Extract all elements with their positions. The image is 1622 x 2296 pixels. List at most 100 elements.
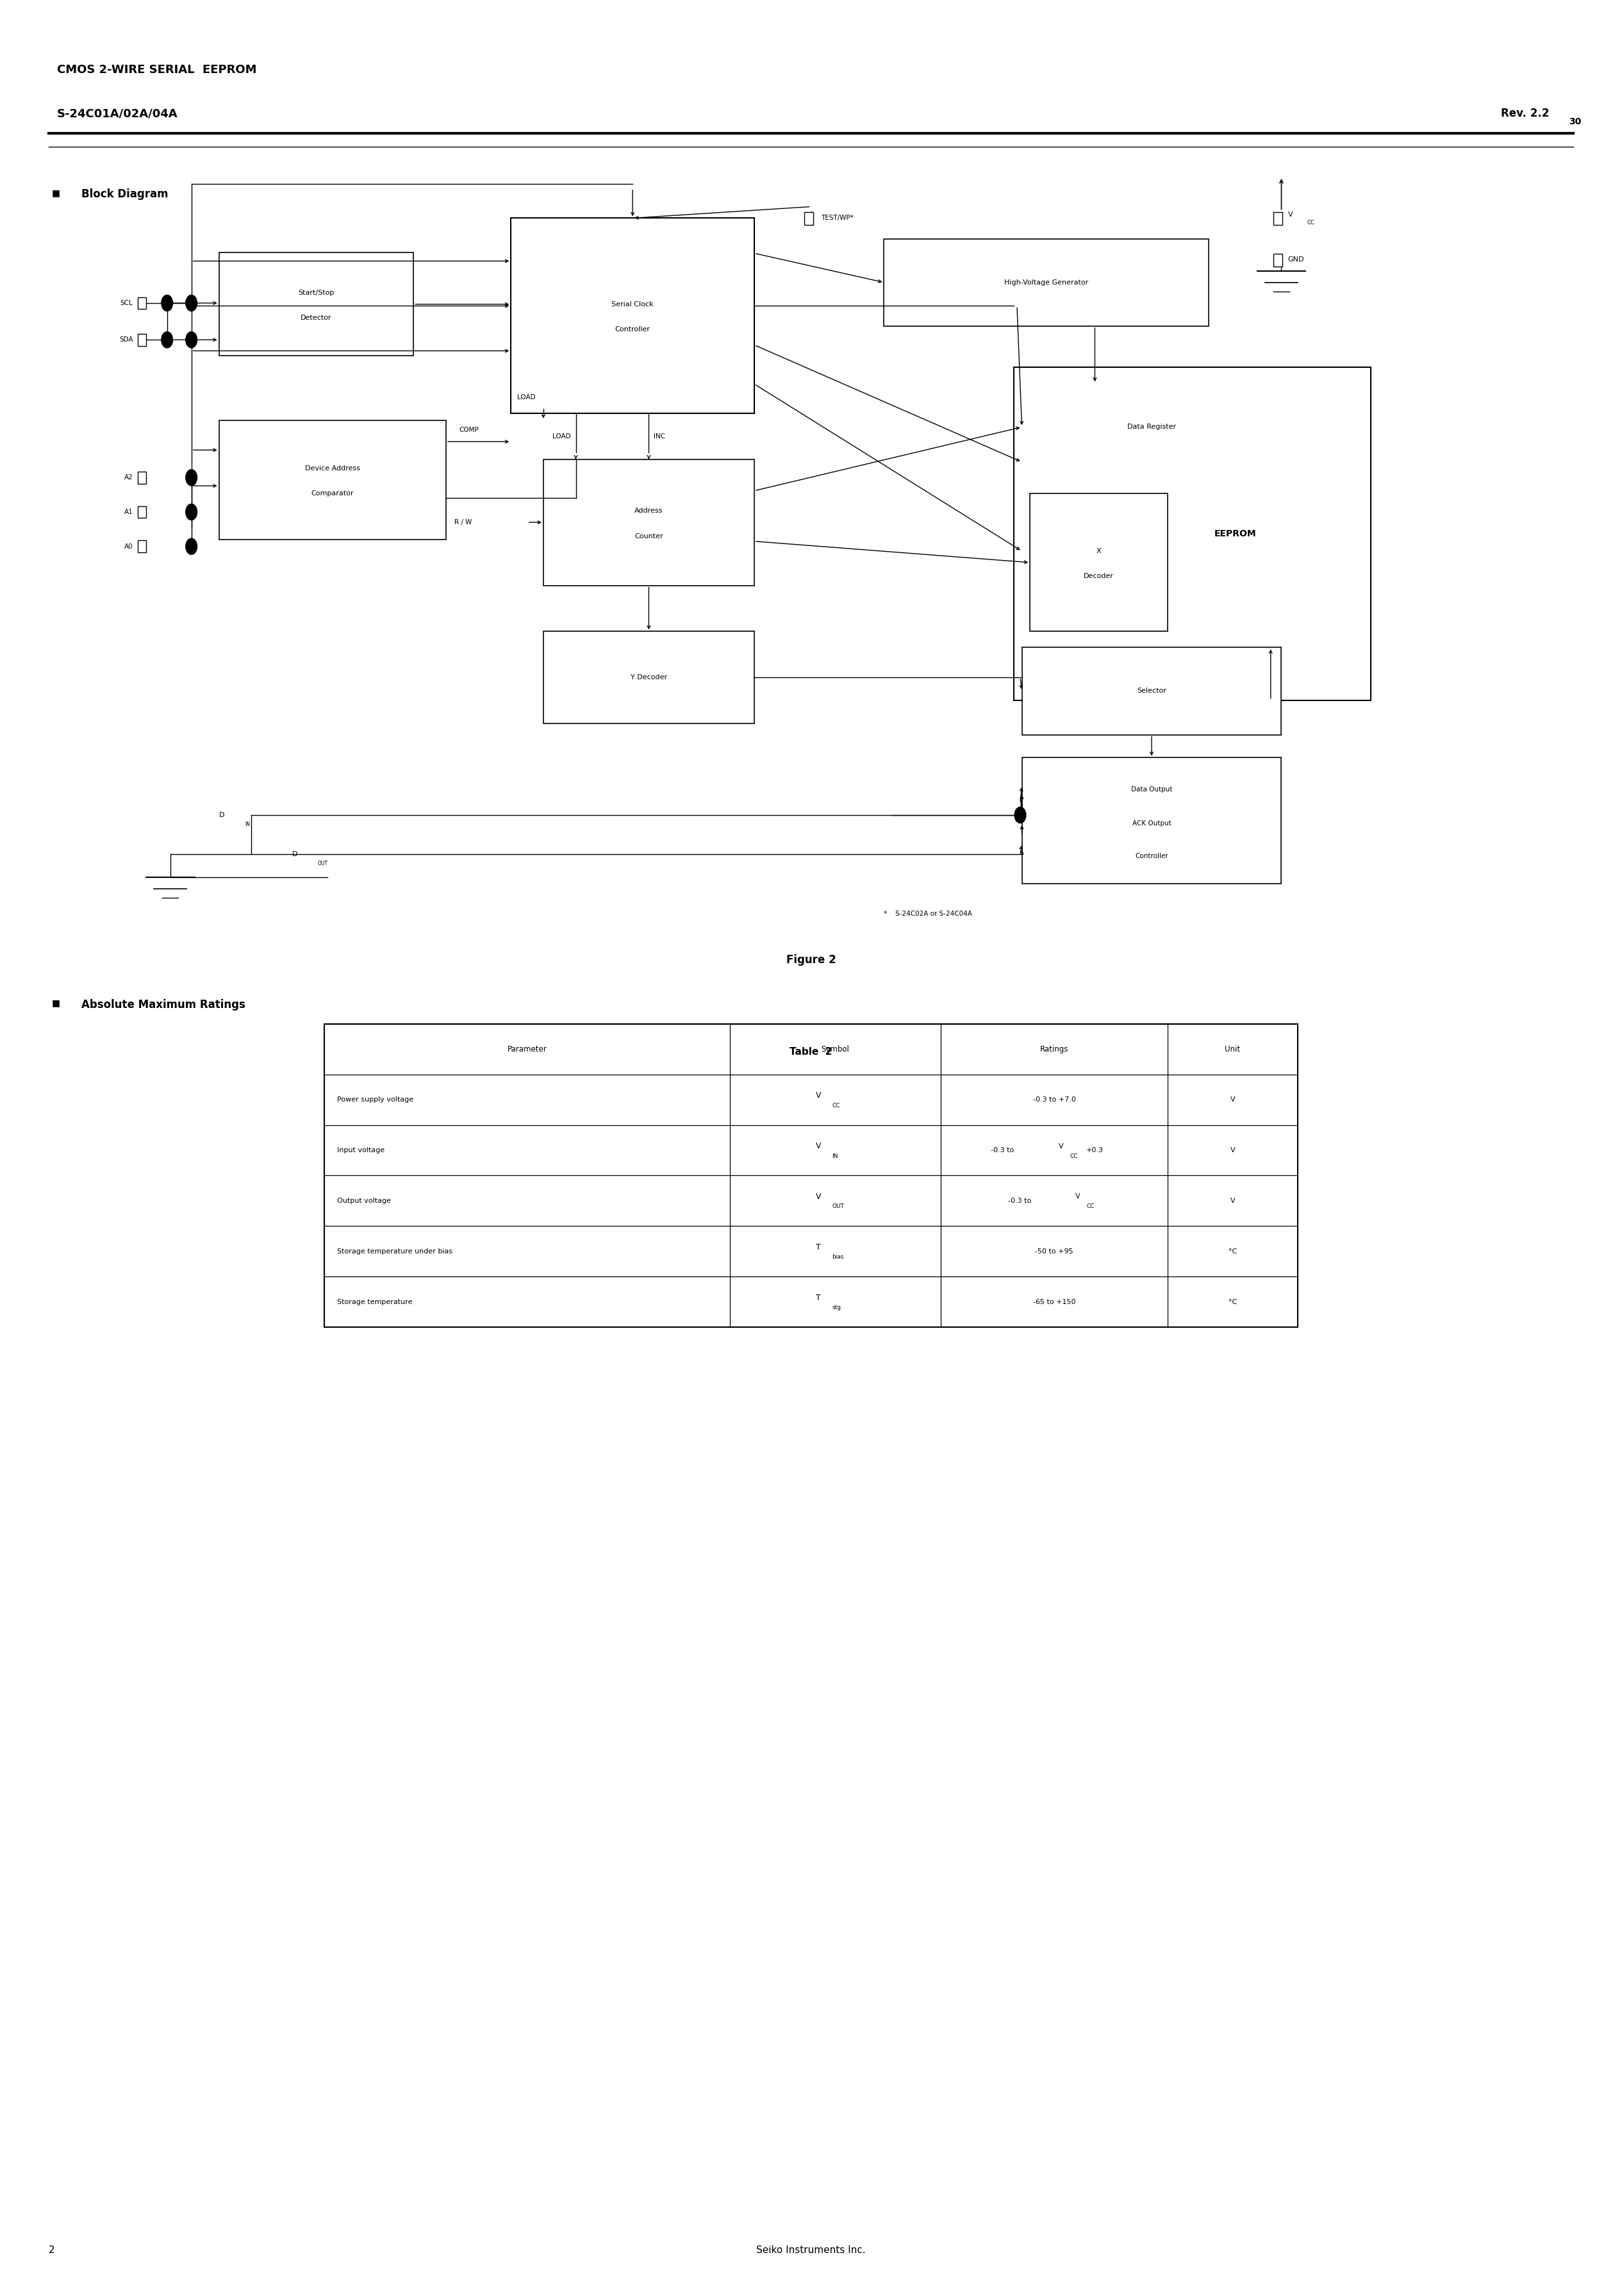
Text: V: V	[1288, 211, 1293, 218]
Bar	[543, 631, 754, 723]
Bar	[219, 253, 414, 356]
Text: LOAD: LOAD	[553, 434, 571, 439]
Text: CC: CC	[832, 1102, 840, 1109]
Bar	[1273, 255, 1283, 266]
Text: Controller: Controller	[1135, 854, 1168, 859]
Text: Absolute Maximum Ratings: Absolute Maximum Ratings	[81, 999, 245, 1010]
Text: ACK Output: ACK Output	[1132, 820, 1171, 827]
Text: -0.3 to +7.0: -0.3 to +7.0	[1033, 1097, 1075, 1102]
Text: V: V	[1229, 1097, 1236, 1102]
Text: Controller: Controller	[615, 326, 650, 333]
Text: SCL: SCL	[120, 301, 133, 305]
Text: Device Address: Device Address	[305, 466, 360, 471]
Circle shape	[187, 471, 198, 487]
Text: Detector: Detector	[300, 315, 333, 321]
Text: °C: °C	[1228, 1300, 1238, 1304]
Text: Comparator: Comparator	[311, 491, 354, 496]
Text: -65 to +150: -65 to +150	[1033, 1300, 1075, 1304]
Text: +0.3: +0.3	[1087, 1148, 1103, 1153]
Bar	[884, 239, 1208, 326]
Text: Symbol: Symbol	[821, 1045, 850, 1054]
Circle shape	[187, 294, 198, 310]
Text: Rev. 2.2: Rev. 2.2	[1500, 108, 1549, 119]
Bar	[138, 505, 146, 519]
Text: 2: 2	[49, 2245, 55, 2255]
Circle shape	[187, 537, 198, 553]
Bar	[1022, 383, 1281, 471]
Text: Counter: Counter	[634, 533, 663, 540]
Bar	[138, 333, 146, 347]
Bar	[1014, 367, 1371, 700]
Text: V: V	[1075, 1194, 1080, 1201]
Text: Serial Clock: Serial Clock	[611, 301, 654, 308]
Text: A1: A1	[125, 510, 133, 514]
Text: Ratings: Ratings	[1040, 1045, 1069, 1054]
Text: IN: IN	[832, 1153, 839, 1159]
Bar	[543, 459, 754, 585]
Text: Data Register: Data Register	[1127, 425, 1176, 429]
Circle shape	[1015, 808, 1025, 824]
Text: Table  2: Table 2	[790, 1047, 832, 1056]
Bar	[1022, 758, 1281, 884]
Text: Output voltage: Output voltage	[337, 1199, 391, 1203]
Text: V: V	[1229, 1148, 1236, 1153]
Text: V: V	[1059, 1143, 1064, 1150]
Text: D: D	[292, 852, 297, 856]
Text: SDA: SDA	[118, 338, 133, 342]
Text: D: D	[219, 813, 224, 817]
Bar	[1273, 214, 1283, 225]
Text: V: V	[816, 1091, 821, 1100]
Circle shape	[187, 503, 198, 519]
Text: Seiko Instruments Inc.: Seiko Instruments Inc.	[756, 2245, 866, 2255]
Text: bias: bias	[832, 1254, 843, 1261]
Text: CC: CC	[1071, 1153, 1079, 1159]
Text: CMOS 2-WIRE SERIAL  EEPROM: CMOS 2-WIRE SERIAL EEPROM	[57, 64, 256, 76]
Text: V: V	[816, 1192, 821, 1201]
Text: T: T	[816, 1293, 821, 1302]
Bar	[219, 420, 446, 540]
Text: Storage temperature: Storage temperature	[337, 1300, 412, 1304]
Text: Address: Address	[634, 507, 663, 514]
Text: OUT: OUT	[318, 861, 328, 866]
Text: V: V	[816, 1141, 821, 1150]
Text: LOAD: LOAD	[517, 395, 535, 400]
Text: T: T	[816, 1242, 821, 1251]
Bar	[1030, 494, 1168, 631]
Text: Y Decoder: Y Decoder	[631, 675, 667, 680]
Text: S-24C01A/02A/04A: S-24C01A/02A/04A	[57, 108, 178, 119]
Text: -0.3 to: -0.3 to	[991, 1148, 1017, 1153]
Text: A0: A0	[125, 544, 133, 549]
Circle shape	[187, 331, 198, 349]
Bar	[138, 296, 146, 310]
Text: *    S-24C02A or S-24C04A: * S-24C02A or S-24C04A	[884, 912, 972, 916]
Text: °C: °C	[1228, 1249, 1238, 1254]
Text: High-Voltage Generator: High-Voltage Generator	[1004, 280, 1088, 285]
Text: A2: A2	[125, 475, 133, 480]
Bar	[1022, 647, 1281, 735]
Text: GND: GND	[1288, 257, 1304, 262]
Text: Selector: Selector	[1137, 689, 1166, 693]
Text: CC: CC	[1307, 220, 1315, 225]
Text: ■: ■	[52, 188, 60, 197]
Text: COMP: COMP	[459, 427, 478, 434]
Text: Block Diagram: Block Diagram	[81, 188, 169, 200]
Text: ■: ■	[52, 999, 60, 1008]
Text: IN: IN	[245, 822, 250, 827]
Text: Start/Stop: Start/Stop	[298, 289, 334, 296]
Text: R / W: R / W	[454, 519, 472, 526]
Circle shape	[162, 331, 174, 349]
Text: X: X	[1096, 549, 1101, 553]
Bar	[138, 471, 146, 484]
Text: Parameter: Parameter	[508, 1045, 547, 1054]
Text: CC: CC	[1087, 1203, 1095, 1210]
Circle shape	[162, 294, 174, 310]
Text: Unit: Unit	[1225, 1045, 1241, 1054]
Text: Data Output: Data Output	[1131, 785, 1173, 792]
Text: Input voltage: Input voltage	[337, 1148, 384, 1153]
Text: Storage temperature under bias: Storage temperature under bias	[337, 1249, 453, 1254]
Text: -0.3 to: -0.3 to	[1007, 1199, 1033, 1203]
Bar	[138, 540, 146, 553]
Text: TEST/WP*: TEST/WP*	[821, 216, 853, 220]
Text: stg: stg	[832, 1304, 842, 1311]
Bar	[324, 1024, 1298, 1327]
